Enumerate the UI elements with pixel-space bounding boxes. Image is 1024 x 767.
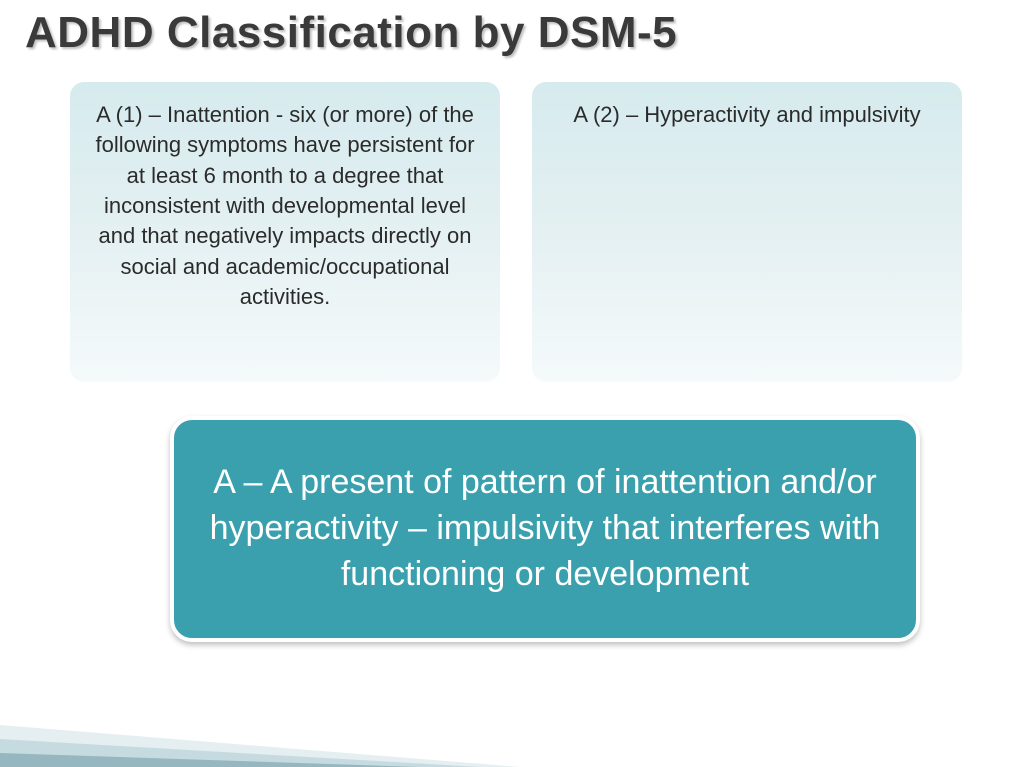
box-inattention-text: A (1) – Inattention - six (or more) of t…: [95, 102, 474, 309]
page-title: ADHD Classification by DSM-5: [25, 8, 677, 58]
box-criterion-a-text: A – A present of pattern of inattention …: [198, 460, 892, 598]
upper-row: A (1) – Inattention - six (or more) of t…: [70, 82, 962, 382]
corner-decoration: [0, 647, 520, 767]
box-inattention: A (1) – Inattention - six (or more) of t…: [70, 82, 500, 382]
box-hyperactivity: A (2) – Hyperactivity and impulsivity: [532, 82, 962, 382]
box-hyperactivity-text: A (2) – Hyperactivity and impulsivity: [573, 102, 920, 127]
box-criterion-a: A – A present of pattern of inattention …: [170, 416, 920, 642]
